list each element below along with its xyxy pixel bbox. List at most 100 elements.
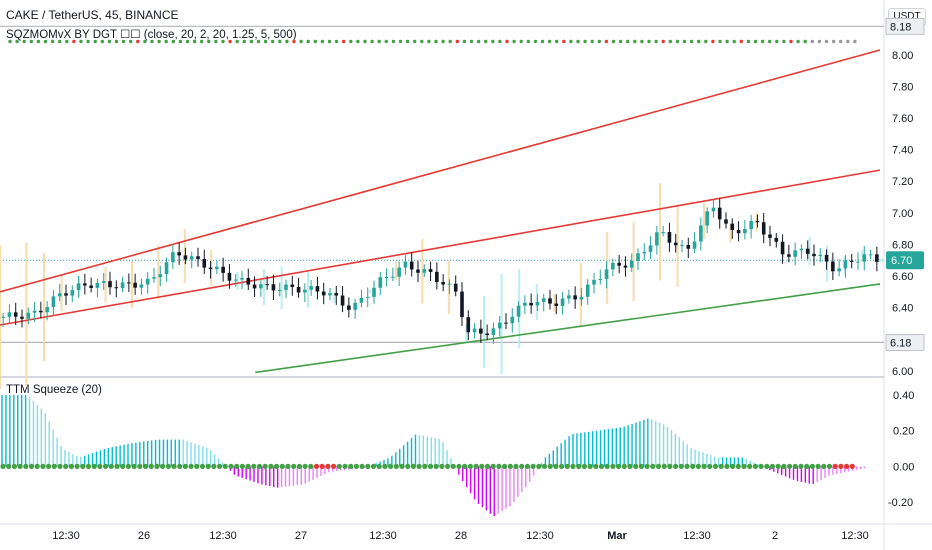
squeeze-dot [391, 39, 396, 44]
candle-body [221, 266, 225, 273]
candle-body [598, 278, 603, 280]
squeeze-dot [164, 39, 168, 44]
squeeze-dot-zero [382, 463, 388, 469]
squeeze-dot-zero [638, 463, 645, 469]
x-tick-label: Mar [607, 530, 627, 542]
squeeze-dot-zero [462, 463, 468, 469]
candle-body [711, 207, 716, 212]
squeeze-dot-zero [365, 463, 371, 469]
candle-body [768, 234, 772, 238]
squeeze-dot [207, 39, 211, 44]
squeeze-dot [682, 39, 687, 44]
y-tick-label-lower: 0.40 [893, 390, 914, 402]
symbol-title[interactable]: CAKE / TetherUS, 45, BINANCE [6, 8, 179, 22]
squeeze-dot-zero [433, 463, 439, 469]
squeeze-dot-zero [484, 463, 491, 469]
squeeze-dot [704, 39, 708, 44]
squeeze-dot [256, 39, 261, 44]
x-tick-label: 12:30 [209, 530, 237, 542]
candle-body [101, 281, 106, 283]
squeeze-dot-zero [701, 463, 707, 469]
y-tick-label: 6.00 [892, 366, 913, 378]
squeeze-dot [413, 39, 417, 44]
candle-body [868, 254, 873, 256]
squeeze-dot [8, 39, 12, 44]
last-price-text: 6.70 [891, 255, 912, 267]
squeeze-dot-zero [781, 463, 787, 469]
y-tick-label: 6.80 [892, 239, 913, 251]
candle-body [604, 269, 609, 279]
squeeze-dot [555, 39, 559, 44]
squeeze-dot [192, 39, 197, 44]
candle-body [397, 267, 401, 277]
squeeze-dot [313, 39, 317, 44]
squeeze-dot [377, 39, 381, 44]
study-title-sqzmom[interactable]: SQZMOMvX BY DGT ☐☐ (close, 20, 2, 20, 1.… [6, 29, 297, 41]
squeeze-dot [597, 39, 601, 44]
squeeze-dot-zero [541, 463, 548, 469]
candle-body [277, 290, 282, 292]
squeeze-dot-zero [581, 463, 588, 469]
candle-body [504, 322, 508, 324]
squeeze-dot-zero [51, 463, 57, 469]
candle-body [655, 232, 659, 246]
squeeze-dot-zero [359, 463, 365, 469]
squeeze-dot [263, 39, 268, 44]
candle-body [774, 237, 779, 242]
squeeze-dot [334, 39, 339, 44]
candle-body [579, 296, 584, 300]
squeeze-dot [839, 39, 843, 44]
squeeze-dot [526, 39, 530, 44]
squeeze-dot-zero [182, 463, 188, 469]
candle-body [183, 255, 188, 260]
candle-body [667, 232, 672, 243]
squeeze-dot-zero [302, 463, 308, 469]
candle-body [705, 211, 709, 226]
squeeze-dot [611, 39, 616, 44]
squeeze-dot [853, 39, 857, 44]
squeeze-dot [441, 39, 445, 44]
squeeze-dot [228, 39, 232, 44]
candle-body [328, 293, 332, 296]
candle-body [20, 316, 24, 319]
candle-body [799, 248, 804, 251]
candle-body [642, 251, 647, 254]
candle-body [447, 283, 452, 285]
squeeze-dot [242, 39, 246, 44]
squeeze-dot [36, 39, 41, 44]
candle-body [108, 281, 112, 288]
squeeze-dot-zero [325, 463, 331, 469]
candle-body [271, 284, 276, 291]
squeeze-dot-zero [507, 463, 513, 469]
squeeze-dot-zero [422, 463, 428, 469]
squeeze-dot-zero [234, 463, 240, 469]
squeeze-dot [22, 39, 26, 44]
candle-body [875, 254, 879, 262]
squeeze-dot [221, 39, 225, 44]
candle-body [233, 279, 238, 281]
candle-body [560, 298, 565, 306]
last-price-box [886, 251, 924, 270]
squeeze-dot-zero [319, 463, 325, 469]
squeeze-dot [292, 39, 296, 44]
squeeze-dot-zero [262, 463, 268, 469]
squeeze-dot-zero [610, 463, 616, 469]
candle-body [340, 295, 345, 306]
squeeze-dot [249, 39, 254, 44]
squeeze-dot-zero [108, 463, 114, 469]
squeeze-dot [491, 39, 495, 44]
squeeze-dot-zero [547, 463, 553, 469]
candle-body [548, 298, 552, 304]
study-title-ttm[interactable]: TTM Squeeze (20) [6, 384, 102, 396]
candle-body [856, 261, 860, 263]
y-tick-label-lower: -0.20 [888, 497, 913, 509]
candle-body [491, 328, 496, 336]
y-tick-label: 6.60 [892, 271, 913, 283]
candle-body [755, 220, 760, 223]
candle-body [70, 290, 75, 296]
candle-body [334, 293, 339, 296]
candle-body [780, 241, 785, 255]
squeeze-dot [398, 39, 403, 44]
trend-line-channel-upper [0, 49, 881, 293]
